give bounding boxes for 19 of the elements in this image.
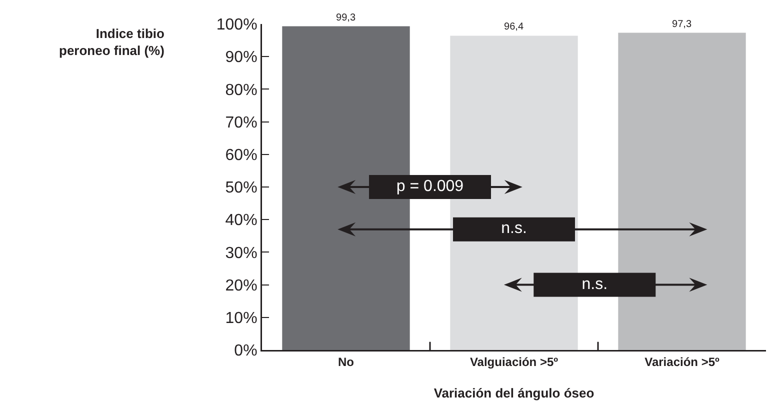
y-tick-label: 0% [234,342,258,360]
y-axis-title: Indice tibio peroneo final (%) [59,26,164,58]
y-tick-label: 30% [225,244,258,262]
y-tick-label: 40% [225,212,258,230]
x-tick-label: No [338,354,354,369]
y-tick-label: 100% [216,16,258,34]
data-label: 97,3 [672,18,692,30]
x-tick-label: Valguiación >5º [470,354,559,369]
y-tick-label: 50% [225,180,258,197]
y-tick-label: 60% [225,147,258,164]
x-tick-label: Variación >5º [644,354,720,369]
data-label: 96,4 [504,22,524,33]
y-tick-label: 90% [225,49,258,66]
y-tick-label: 10% [225,310,258,327]
y-tick-label: 70% [225,114,258,132]
y-tick-label: 20% [225,277,258,294]
x-axis-title: Variación del ángulo óseo [434,385,594,400]
y-tick-label: 80% [225,82,258,99]
data-label: 99,3 [336,12,356,24]
